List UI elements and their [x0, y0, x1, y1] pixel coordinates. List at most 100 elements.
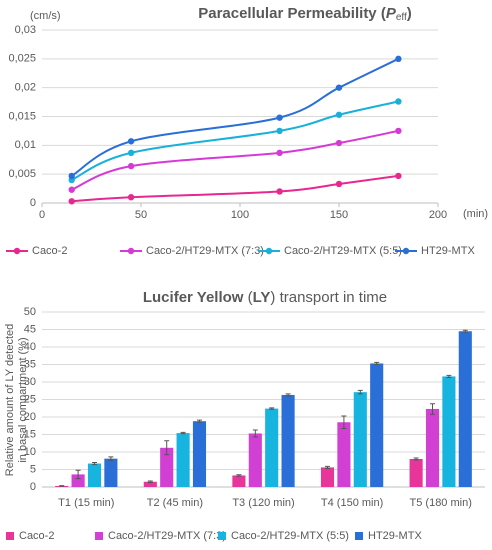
- y-axis-label: (cm/s): [30, 10, 61, 22]
- y-tick-label: 0: [30, 481, 36, 493]
- bar: [104, 458, 118, 487]
- legend-swatch: [13, 247, 21, 255]
- error-bar: [462, 329, 468, 333]
- error-bar: [252, 429, 258, 438]
- point: [335, 180, 343, 188]
- error-bar: [196, 419, 202, 423]
- point: [276, 188, 283, 195]
- legend-swatch: [6, 532, 14, 540]
- y-tick-label: 50: [24, 306, 36, 318]
- title-part: ): [407, 5, 412, 22]
- legend-swatch: [127, 247, 135, 255]
- error-bar: [108, 456, 114, 461]
- x-tick-label: T1 (15 min): [58, 497, 114, 509]
- legend-label: Caco-2/HT29-MTX (5:5): [231, 530, 349, 542]
- bar: [160, 447, 174, 487]
- error-bar: [413, 457, 419, 461]
- bar: [353, 392, 367, 487]
- bar: [409, 459, 423, 487]
- point: [395, 55, 402, 63]
- series-line: [71, 129, 399, 191]
- chart-title: Paracellular Permeability (Peff): [198, 5, 412, 23]
- legend-label: Caco-2: [19, 530, 54, 542]
- legend-swatch: [402, 247, 410, 255]
- y-tick-label: 0: [30, 197, 36, 209]
- legend-label: Caco-2/HT29-MTX (7:3): [146, 245, 264, 257]
- point: [276, 114, 283, 121]
- error-bar: [59, 485, 65, 487]
- error-bar: [357, 389, 363, 395]
- bar: [176, 433, 190, 487]
- error-bar: [180, 431, 186, 435]
- error-bar: [341, 415, 347, 430]
- y-tick-label: 45: [24, 323, 36, 335]
- y-tick-label: 0,02: [15, 82, 36, 94]
- x-tick-label: T2 (45 min): [147, 497, 203, 509]
- title-part: eff: [396, 12, 407, 23]
- legend-label: HT29-MTX: [421, 245, 475, 257]
- error-bar: [446, 374, 452, 378]
- error-bar: [430, 403, 436, 415]
- point: [127, 149, 135, 157]
- point: [335, 84, 343, 91]
- legend-label: HT29-MTX: [368, 530, 422, 542]
- x-tick-label: T5 (180 min): [410, 497, 472, 509]
- error-bar: [285, 393, 291, 397]
- bar: [458, 331, 472, 487]
- title-part: P: [386, 5, 397, 22]
- bar: [87, 463, 102, 487]
- y-tick-label: 0,03: [15, 24, 36, 36]
- point: [335, 139, 343, 147]
- error-bar: [269, 407, 275, 410]
- x-tick-label: 200: [429, 209, 447, 221]
- y-tick-label: 15: [24, 428, 36, 440]
- legend-swatch: [265, 247, 273, 255]
- y-tick-label: 10: [24, 446, 36, 458]
- error-bar: [147, 480, 153, 483]
- y-tick-label: 35: [24, 358, 36, 370]
- y-tick-label: 25: [24, 393, 36, 405]
- series-line: [71, 174, 399, 203]
- error-bar: [374, 361, 380, 365]
- bar: [425, 408, 440, 487]
- y-axis-label: in basal compartment (%): [17, 337, 29, 462]
- point: [335, 111, 343, 118]
- bar: [370, 363, 384, 487]
- chart-title: Lucifer Yellow (LY) transport in time: [143, 289, 387, 306]
- x-tick-label: 0: [39, 209, 45, 221]
- point: [395, 172, 402, 180]
- error-bar: [91, 462, 97, 466]
- error-bar: [325, 465, 331, 469]
- point: [276, 149, 283, 157]
- point: [127, 162, 135, 170]
- y-tick-label: 30: [24, 376, 36, 388]
- y-axis-label: Relative amount of LY detected: [4, 324, 16, 476]
- error-bar: [75, 469, 81, 480]
- x-tick-label: 150: [330, 209, 348, 221]
- bar: [320, 467, 335, 487]
- bar: [265, 408, 279, 487]
- title-part: LY: [253, 289, 271, 306]
- bar: [442, 376, 456, 487]
- x-tick-label: T3 (120 min): [232, 497, 294, 509]
- y-tick-label: 0,005: [8, 168, 36, 180]
- legend-label: Caco-2: [32, 245, 67, 257]
- y-tick-label: 5: [30, 463, 36, 475]
- y-tick-label: 0,025: [8, 53, 36, 65]
- point: [395, 127, 402, 135]
- bar: [143, 481, 157, 487]
- point: [68, 172, 75, 180]
- error-bar: [236, 474, 242, 477]
- bar: [192, 421, 207, 487]
- point: [276, 127, 283, 135]
- point: [395, 98, 402, 105]
- point: [127, 138, 135, 145]
- title-part: Paracellular Permeability (: [198, 5, 386, 22]
- series-line: [71, 57, 399, 177]
- x-axis-label: (min): [463, 208, 488, 220]
- title-part: Lucifer Yellow: [143, 289, 244, 306]
- bar: [337, 422, 351, 487]
- title-part: ) transport in time: [270, 289, 387, 306]
- y-tick-label: 20: [24, 411, 36, 423]
